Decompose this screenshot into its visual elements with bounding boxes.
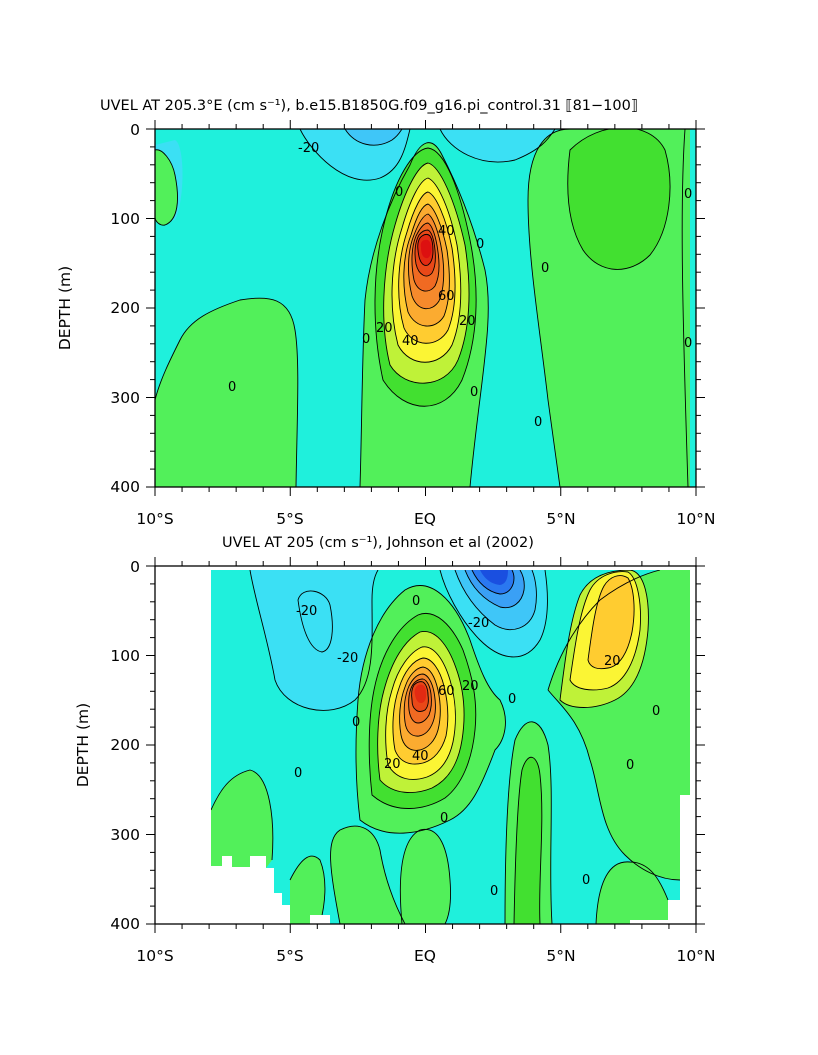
x-tick-label: 5°S bbox=[276, 510, 303, 528]
y-tick-label: 200 bbox=[110, 736, 140, 754]
panel-obs-y-tick-labels: 0 100 200 300 400 bbox=[110, 558, 140, 933]
panel-obs-contours: -20 -20 -20 0 0 0 0 0 0 0 0 0 20 20 20 4… bbox=[211, 570, 690, 924]
contour-label: 20 bbox=[459, 314, 476, 329]
y-tick-label: 400 bbox=[110, 478, 140, 496]
contour-fill bbox=[480, 570, 508, 585]
panel-model-title: UVEL AT 205.3°E (cm s⁻¹), b.e15.B1850G.f… bbox=[100, 98, 638, 114]
contour-label: 0 bbox=[626, 758, 634, 773]
panel-model-ticks bbox=[146, 120, 705, 496]
contour-label: 0 bbox=[582, 873, 590, 888]
contour-label: 0 bbox=[412, 594, 420, 609]
x-tick-label: 10°N bbox=[676, 947, 715, 965]
x-tick-label: 10°N bbox=[676, 510, 715, 528]
y-tick-label: 0 bbox=[130, 121, 140, 139]
contour-fill bbox=[596, 861, 668, 924]
panel-model-contour-labels: -20 0 0 0 0 0 0 0 0 20 20 40 40 60 bbox=[228, 141, 692, 430]
contour-fill bbox=[345, 129, 402, 146]
contour-fill bbox=[420, 239, 432, 259]
contour-fill bbox=[588, 575, 635, 669]
contour-label: 0 bbox=[508, 692, 516, 707]
contour-fill bbox=[440, 129, 555, 162]
panel-obs-contour-labels: -20 -20 -20 0 0 0 0 0 0 0 0 0 20 20 20 4… bbox=[294, 594, 660, 899]
contour-label: 0 bbox=[440, 811, 448, 826]
contour-fill bbox=[567, 129, 670, 270]
contour-label: 0 bbox=[362, 332, 370, 347]
contour-label: 20 bbox=[604, 654, 621, 669]
y-tick-label: 200 bbox=[110, 299, 140, 317]
contour-fill bbox=[298, 590, 333, 652]
y-tick-label: 300 bbox=[110, 826, 140, 844]
panel-obs-isolines bbox=[211, 570, 681, 924]
panel-model-isolines bbox=[155, 129, 689, 487]
y-tick-label: 100 bbox=[110, 647, 140, 665]
panel-model-y-tick-labels: 0 100 200 300 400 bbox=[110, 121, 140, 496]
contour-label: 40 bbox=[412, 749, 429, 764]
contour-label: 0 bbox=[684, 336, 692, 351]
contour-label: 20 bbox=[376, 321, 393, 336]
x-tick-label: 10°S bbox=[136, 947, 173, 965]
panel-model-x-tick-labels: 10°S 5°S EQ 5°N 10°N bbox=[136, 510, 715, 528]
contour-fill bbox=[330, 826, 405, 924]
contour-label: 0 bbox=[352, 715, 360, 730]
contour-label: -20 bbox=[298, 141, 319, 156]
x-tick-label: 5°S bbox=[276, 947, 303, 965]
contour-label: 0 bbox=[490, 884, 498, 899]
y-tick-label: 300 bbox=[110, 389, 140, 407]
contour-fill bbox=[211, 770, 273, 868]
panel-model-y-axis-label: DEPTH (m) bbox=[56, 266, 74, 350]
contour-label: 0 bbox=[652, 704, 660, 719]
y-tick-label: 400 bbox=[110, 915, 140, 933]
x-tick-label: EQ bbox=[414, 510, 436, 528]
contour-fill bbox=[514, 757, 542, 924]
contour-label: 0 bbox=[395, 185, 403, 200]
panel-obs-x-tick-labels: 10°S 5°S EQ 5°N 10°N bbox=[136, 947, 715, 965]
panel-model-contours: -20 0 0 0 0 0 0 0 0 20 20 40 40 60 bbox=[155, 129, 696, 487]
contour-label: 0 bbox=[476, 237, 484, 252]
panel-model: UVEL AT 205.3°E (cm s⁻¹), b.e15.B1850G.f… bbox=[56, 98, 716, 528]
x-tick-label: EQ bbox=[414, 947, 436, 965]
x-tick-label: 10°S bbox=[136, 510, 173, 528]
contour-label: 20 bbox=[462, 679, 479, 694]
contour-label: 0 bbox=[684, 187, 692, 202]
panel-obs-y-axis-label: DEPTH (m) bbox=[74, 703, 92, 787]
panel-obs-ticks bbox=[146, 557, 705, 933]
panel-obs-contours-clip: -20 -20 -20 0 0 0 0 0 0 0 0 0 20 20 20 4… bbox=[211, 570, 690, 924]
contour-fill bbox=[155, 149, 178, 226]
panel-obs-title: UVEL AT 205 (cm s⁻¹), Johnson et al (200… bbox=[222, 535, 534, 551]
contour-label: 0 bbox=[294, 766, 302, 781]
contour-label: 60 bbox=[438, 289, 455, 304]
y-tick-label: 0 bbox=[130, 558, 140, 576]
contour-label: 0 bbox=[534, 415, 542, 430]
x-tick-label: 5°N bbox=[546, 947, 575, 965]
contour-label: -20 bbox=[468, 616, 489, 631]
contour-fill bbox=[155, 298, 298, 487]
contour-label: 60 bbox=[438, 684, 455, 699]
y-tick-label: 100 bbox=[110, 210, 140, 228]
contour-label: -20 bbox=[296, 604, 317, 619]
x-tick-label: 5°N bbox=[546, 510, 575, 528]
contour-label: 0 bbox=[470, 385, 478, 400]
contour-fill bbox=[400, 829, 451, 924]
contour-label: 0 bbox=[228, 380, 236, 395]
contour-label: 40 bbox=[438, 224, 455, 239]
contour-label: -20 bbox=[337, 651, 358, 666]
contour-label: 0 bbox=[541, 261, 549, 276]
panel-obs: UVEL AT 205 (cm s⁻¹), Johnson et al (200… bbox=[74, 535, 716, 965]
contour-fill bbox=[290, 856, 325, 924]
contour-label: 40 bbox=[402, 334, 419, 349]
contour-label: 20 bbox=[384, 757, 401, 772]
contour-fill bbox=[414, 684, 426, 703]
